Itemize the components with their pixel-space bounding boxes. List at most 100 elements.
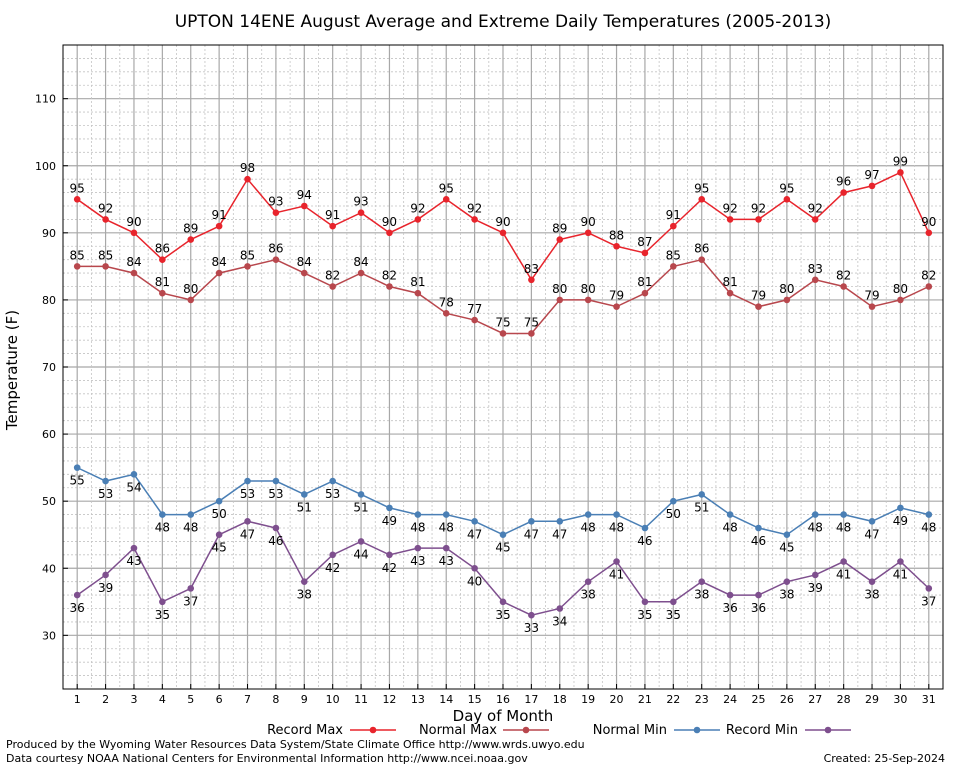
normal-min-data-label: 48 <box>836 521 851 535</box>
record-max-data-label: 95 <box>70 181 85 195</box>
y-tick-label: 100 <box>35 160 56 173</box>
x-tick-label: 25 <box>751 693 765 706</box>
legend-marker-record-max <box>369 726 377 734</box>
record-min-point <box>613 558 620 565</box>
record-max-data-label: 88 <box>609 228 624 242</box>
normal-max-data-label: 75 <box>495 315 510 329</box>
x-tick-label: 12 <box>382 693 396 706</box>
normal-max-point <box>471 316 478 324</box>
normal-min-point <box>272 477 280 485</box>
normal-min-point <box>584 511 592 518</box>
normal-max-data-label: 84 <box>126 255 141 269</box>
normal-min-data-label: 48 <box>439 521 454 535</box>
normal-min-data-label: 46 <box>751 534 766 548</box>
x-tick-label: 28 <box>837 693 851 706</box>
record-min-point <box>386 551 393 559</box>
normal-min-point <box>613 511 620 518</box>
normal-max-data-label: 84 <box>353 255 368 269</box>
normal-min-point <box>811 511 819 518</box>
normal-max-point <box>102 263 109 270</box>
x-tick-label: 1 <box>74 693 81 706</box>
normal-max-point <box>755 303 762 310</box>
record-max-point <box>357 209 365 217</box>
record-max-data-label: 95 <box>779 181 794 195</box>
record-min-point <box>244 517 251 525</box>
record-min-data-label: 38 <box>779 588 794 602</box>
record-max-data-label: 95 <box>694 181 709 195</box>
record-min-data-label: 40 <box>467 574 482 588</box>
x-tick-label: 10 <box>326 693 340 706</box>
record-max-point <box>698 195 706 203</box>
record-max-data-label: 86 <box>155 242 170 256</box>
normal-min-point <box>556 517 564 525</box>
normal-min-data-label: 55 <box>70 474 85 488</box>
record-max-point <box>584 229 592 237</box>
record-max-point <box>102 216 109 223</box>
record-min-point <box>357 538 365 545</box>
x-tick-label: 31 <box>922 693 936 706</box>
normal-min-point <box>925 511 933 518</box>
y-tick-label: 40 <box>42 562 56 575</box>
x-tick-label: 3 <box>130 693 137 706</box>
record-min-data-label: 44 <box>353 547 368 561</box>
normal-max-point <box>357 269 365 277</box>
record-max-point <box>300 202 308 210</box>
normal-min-data-label: 51 <box>353 500 368 514</box>
record-min-data-label: 39 <box>808 581 823 595</box>
normal-min-point <box>442 511 450 518</box>
normal-min-data-label: 51 <box>297 500 312 514</box>
record-max-data-label: 97 <box>864 168 879 182</box>
series-lines <box>73 169 933 619</box>
record-max-point <box>159 256 166 263</box>
record-min-point <box>73 591 81 599</box>
normal-min-point <box>670 497 677 505</box>
x-tick-label: 9 <box>301 693 308 706</box>
record-max-point <box>556 236 564 243</box>
normal-min-data-label: 47 <box>524 527 539 541</box>
normal-min-data-label: 48 <box>410 521 425 535</box>
normal-max-data-label: 80 <box>552 282 567 296</box>
record-min-data-label: 42 <box>382 561 397 575</box>
record-min-data-label: 35 <box>495 608 510 622</box>
record-min-point <box>442 544 450 552</box>
normal-max-point <box>925 283 933 290</box>
record-max-point <box>783 195 791 203</box>
record-max-data-label: 90 <box>382 215 397 229</box>
normal-max-point <box>698 256 706 263</box>
normal-max-data-label: 80 <box>893 282 908 296</box>
normal-min-point <box>840 511 847 518</box>
record-min-point <box>329 551 336 559</box>
y-axis-label: Temperature (F) <box>3 310 21 431</box>
record-min-point <box>755 591 762 599</box>
record-min-data-label: 35 <box>637 608 652 622</box>
record-min-point <box>811 571 819 579</box>
record-min-data-label: 38 <box>864 588 879 602</box>
record-max-data-label: 91 <box>666 208 681 222</box>
normal-max-point <box>897 296 904 304</box>
record-min-point <box>130 544 138 552</box>
record-min-point <box>159 598 166 606</box>
x-tick-label: 2 <box>102 693 109 706</box>
y-tick-label: 30 <box>42 629 56 642</box>
x-tick-label: 14 <box>439 693 453 706</box>
record-max-point <box>272 209 280 217</box>
x-tick-label: 21 <box>638 693 652 706</box>
record-min-data-label: 34 <box>552 615 567 629</box>
normal-min-data-label: 49 <box>893 514 908 528</box>
record-min-point <box>925 585 933 592</box>
record-min-data-label: 33 <box>524 621 539 635</box>
y-tick-label: 60 <box>42 428 56 441</box>
record-max-point <box>414 216 422 223</box>
x-tick-label: 4 <box>159 693 166 706</box>
record-min-point <box>868 578 876 585</box>
footer-data-courtesy: Data courtesy NOAA National Centers for … <box>6 752 528 765</box>
normal-max-data-label: 77 <box>467 302 482 316</box>
normal-max-data-label: 84 <box>297 255 312 269</box>
legend: Record Max Normal Max Normal Min Record Min <box>267 723 851 738</box>
record-max-data-label: 90 <box>126 215 141 229</box>
record-min-point <box>471 564 478 572</box>
normal-min-data-label: 53 <box>268 487 283 501</box>
record-max-data-label: 92 <box>98 201 113 215</box>
record-max-point <box>386 229 393 237</box>
normal-min-data-label: 49 <box>382 514 397 528</box>
